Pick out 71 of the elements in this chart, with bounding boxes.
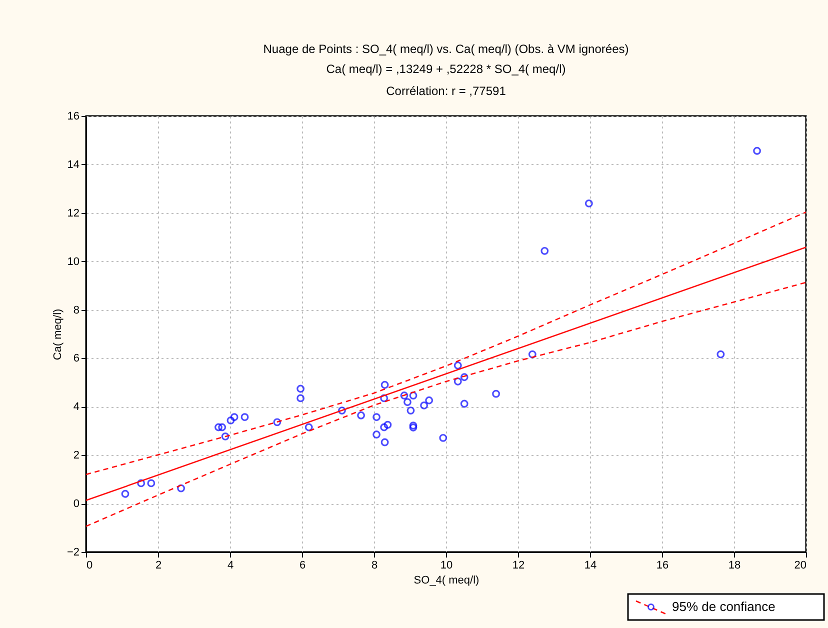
point	[296, 394, 305, 402]
x-tick-label: 8	[371, 560, 378, 572]
point	[137, 479, 146, 488]
line-series	[85, 212, 807, 476]
point	[400, 392, 408, 400]
point	[404, 398, 412, 406]
x-tick-label: 4	[227, 560, 234, 572]
point	[528, 350, 536, 358]
point	[273, 418, 282, 426]
point	[214, 423, 222, 432]
x-tick-label: 14	[584, 560, 597, 572]
y-tick-label: 8	[73, 304, 80, 316]
point	[409, 424, 418, 432]
y-tick-label: 4	[73, 401, 80, 414]
point	[460, 373, 468, 382]
chart-subtitle: Ca( meq/l) = ,13249 + ,52228 * SO_4( meq/l)	[326, 62, 566, 76]
point	[177, 484, 185, 492]
point	[338, 406, 346, 414]
point	[753, 146, 761, 155]
point	[226, 416, 235, 424]
point	[380, 438, 389, 446]
y-tick-label: 2	[73, 450, 80, 462]
y-tick-label: 0	[73, 498, 80, 510]
x-tick-label: 2	[155, 560, 162, 572]
x-tick-label: 6	[299, 560, 306, 572]
point	[425, 396, 434, 404]
y-tick-label: 10	[67, 256, 80, 268]
point	[296, 384, 305, 393]
x-tick-label: 0	[86, 560, 93, 572]
x-tick-label: 12	[512, 560, 525, 572]
point	[121, 490, 130, 498]
line-series	[85, 282, 807, 527]
point	[218, 423, 226, 432]
point	[540, 246, 549, 255]
point	[454, 362, 462, 370]
point	[454, 378, 462, 386]
point	[372, 413, 380, 422]
x-tick-label: 20	[794, 560, 806, 572]
point	[409, 392, 418, 400]
chart-title: Nuage de Points : SO_4( meq/l) vs. Ca( meq/l) (Obs. à VM ignorées)	[263, 42, 629, 56]
point	[384, 420, 392, 429]
x-tick-label: 10	[440, 560, 453, 572]
x-tick-label: 18	[728, 560, 741, 572]
point	[584, 199, 593, 208]
point	[221, 432, 230, 440]
text: Corrélation: r = ,77591	[386, 84, 506, 98]
point	[420, 402, 428, 410]
y-tick-label: 6	[73, 352, 80, 365]
point	[716, 350, 725, 358]
point	[230, 413, 238, 422]
point	[240, 413, 249, 422]
point	[380, 380, 389, 389]
point	[406, 406, 415, 414]
point	[492, 390, 500, 398]
point	[409, 422, 418, 430]
point	[380, 394, 388, 402]
legend-label: 95% de confiance	[672, 599, 776, 614]
y-tick-label: 12	[67, 207, 80, 220]
x-tick-label: 16	[656, 560, 669, 572]
x-axis-title: SO_4( meq/l)	[414, 574, 480, 586]
point	[304, 423, 313, 432]
y-axis-title: Ca( meq/l)	[52, 308, 64, 360]
point	[357, 411, 365, 420]
y-tick-label: 14	[67, 158, 80, 171]
point	[380, 423, 388, 432]
point	[460, 400, 468, 408]
y-tick-label: 16	[67, 110, 80, 122]
point	[439, 434, 448, 442]
y-tick-label: −2	[66, 546, 80, 558]
point	[147, 479, 156, 488]
point	[372, 430, 380, 438]
